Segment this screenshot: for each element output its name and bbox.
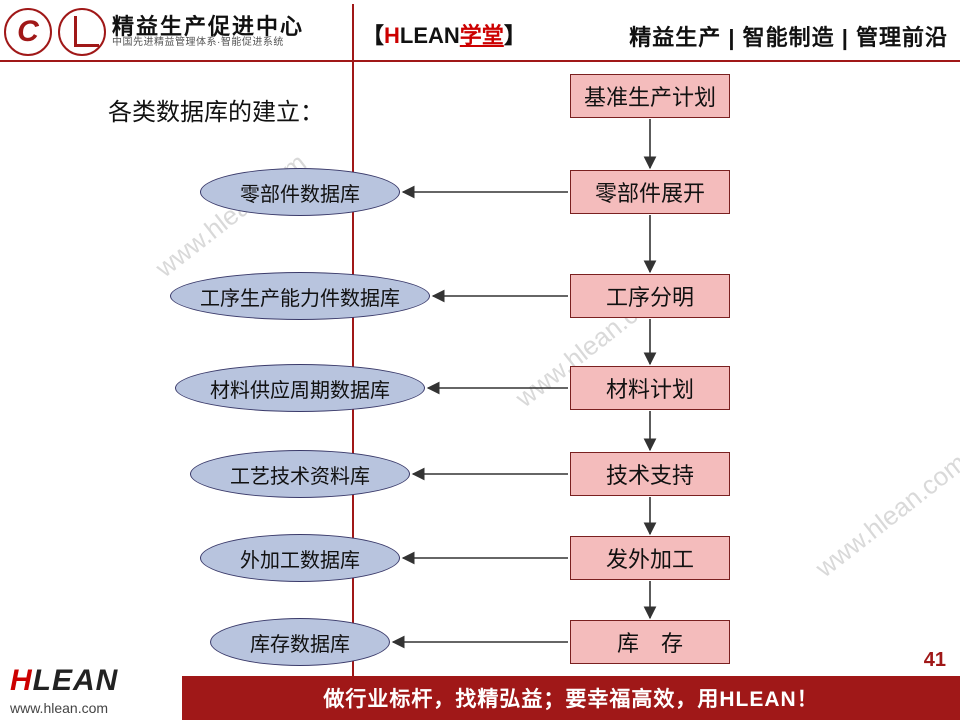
flow-box: 材料计划 — [570, 366, 730, 410]
page-number: 41 — [924, 649, 946, 672]
slide-page: C 精益生产促进中心 中国先进精益管理体系·智能促进系统 【HLEAN学堂】 精… — [0, 0, 960, 720]
flow-box: 零部件展开 — [570, 170, 730, 214]
database-ellipse: 工序生产能力件数据库 — [170, 272, 430, 320]
flow-box: 库 存 — [570, 620, 730, 664]
flow-box: 技术支持 — [570, 452, 730, 496]
footer-slogan: 做行业标杆，找精弘益；要幸福高效，用HLEAN！ — [182, 676, 960, 720]
database-ellipse: 工艺技术资料库 — [190, 450, 410, 498]
logo-c-icon: C — [4, 8, 52, 56]
flow-box: 发外加工 — [570, 536, 730, 580]
flow-box: 工序分明 — [570, 274, 730, 318]
database-ellipse: 零部件数据库 — [200, 168, 400, 216]
database-ellipse: 外加工数据库 — [200, 534, 400, 582]
database-ellipse: 材料供应周期数据库 — [175, 364, 425, 412]
watermark: www.hlean.com — [810, 447, 960, 584]
database-ellipse: 库存数据库 — [210, 618, 390, 666]
logo-l-icon — [58, 8, 106, 56]
footer-left: HLEAN www.hlean.com — [0, 656, 182, 720]
section-title: 各类数据库的建立： — [108, 92, 324, 127]
logo-title: 精益生产促进中心 — [112, 15, 304, 38]
vertical-divider — [352, 4, 354, 704]
logo-sub: 中国先进精益管理体系·智能促进系统 — [112, 38, 304, 49]
header-topics: 精益生产 | 智能制造 | 管理前沿 — [629, 20, 948, 52]
flow-box: 基准生产计划 — [570, 74, 730, 118]
hlean-tag: 【HLEAN学堂】 — [362, 18, 526, 50]
logo-area: C 精益生产促进中心 中国先进精益管理体系·智能促进系统 — [4, 4, 354, 60]
footer-site: www.hlean.com — [10, 700, 108, 716]
footer-brand: HLEAN — [10, 664, 118, 698]
logo-text: 精益生产促进中心 中国先进精益管理体系·智能促进系统 — [112, 15, 304, 49]
header: C 精益生产促进中心 中国先进精益管理体系·智能促进系统 【HLEAN学堂】 精… — [0, 0, 960, 62]
